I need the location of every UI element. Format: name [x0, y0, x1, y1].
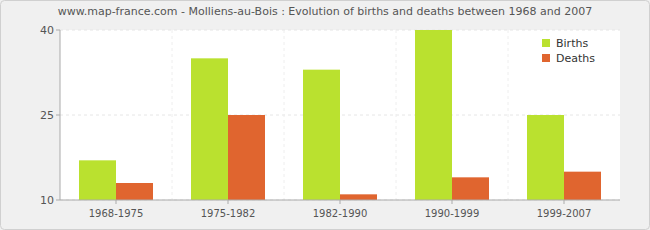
bar [116, 183, 153, 200]
bar [303, 70, 340, 200]
x-tick-mark [228, 200, 229, 204]
tick-mark [56, 115, 60, 116]
legend-swatch [542, 39, 550, 47]
y-tick-label: 25 [40, 109, 54, 122]
x-tick-mark [340, 200, 341, 204]
x-tick-mark [452, 200, 453, 204]
chart-container: www.map-france.com - Molliens-au-Bois : … [0, 0, 650, 230]
x-tick-label: 1990-1999 [425, 208, 480, 219]
x-tick-label: 1968-1975 [89, 208, 144, 219]
bar [228, 115, 265, 200]
category-separator [172, 30, 173, 200]
x-tick-mark [116, 200, 117, 204]
title: www.map-france.com - Molliens-au-Bois : … [58, 5, 593, 18]
category-separator [396, 30, 397, 200]
x-tick-label: 1999-2007 [537, 208, 592, 219]
legend-label: Deaths [556, 52, 595, 65]
category-separator [284, 30, 285, 200]
x-tick-label: 1982-1990 [313, 208, 368, 219]
background [1, 1, 650, 230]
tick-mark [56, 200, 60, 201]
grid-line [60, 30, 620, 31]
x-tick-mark [564, 200, 565, 204]
bar [79, 160, 116, 200]
plot-area [60, 30, 620, 200]
bar [415, 30, 452, 200]
legend-label: Births [556, 37, 588, 50]
tick-mark [56, 30, 60, 31]
bar [452, 177, 489, 200]
bars [79, 30, 601, 200]
category-separator [508, 30, 509, 200]
chart-svg: www.map-france.com - Molliens-au-Bois : … [0, 0, 650, 230]
bar [564, 172, 601, 200]
bar [340, 194, 377, 200]
legend-box [538, 32, 608, 66]
y-axis [60, 30, 61, 200]
legend-swatch [542, 54, 550, 62]
y-tick-label: 40 [40, 24, 54, 37]
bar [527, 115, 564, 200]
x-tick-label: 1975-1982 [201, 208, 256, 219]
bar [191, 58, 228, 200]
y-tick-label: 10 [40, 194, 54, 207]
